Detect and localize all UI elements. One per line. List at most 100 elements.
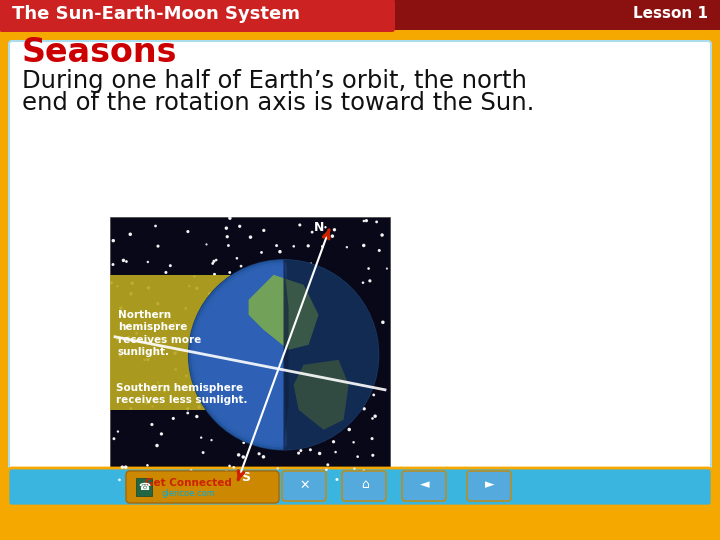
Point	[117, 463, 128, 471]
Point	[237, 307, 248, 316]
Point	[305, 446, 316, 454]
Point	[363, 264, 374, 273]
Wedge shape	[200, 272, 287, 438]
Point	[264, 311, 276, 320]
Point	[250, 309, 261, 318]
FancyBboxPatch shape	[0, 0, 395, 32]
Wedge shape	[198, 269, 287, 440]
Text: Northern
hemisphere
receives more
sunlight.: Northern hemisphere receives more sunlig…	[118, 310, 202, 357]
Point	[368, 390, 379, 399]
Point	[224, 462, 235, 470]
Point	[258, 453, 269, 461]
Wedge shape	[196, 267, 287, 443]
Point	[135, 345, 146, 354]
Point	[233, 450, 244, 459]
Point	[125, 289, 137, 298]
Point	[185, 466, 197, 475]
Point	[244, 438, 256, 447]
Text: glencoe.com: glencoe.com	[161, 489, 215, 497]
Wedge shape	[191, 262, 287, 448]
Point	[192, 342, 204, 350]
Point	[114, 476, 125, 484]
Point	[231, 254, 243, 262]
Point	[251, 319, 263, 328]
Point	[153, 378, 164, 387]
Point	[327, 232, 338, 240]
Point	[254, 307, 266, 316]
Point	[180, 304, 192, 313]
Point	[107, 237, 119, 245]
Text: Southern hemisphere
receives less sunlight.: Southern hemisphere receives less sunlig…	[116, 383, 248, 405]
Point	[115, 304, 127, 313]
Point	[366, 414, 378, 423]
Point	[112, 335, 123, 343]
Point	[222, 241, 234, 250]
Point	[358, 467, 369, 475]
Point	[168, 414, 179, 423]
Point	[222, 232, 233, 241]
Point	[117, 256, 129, 265]
Point	[341, 243, 353, 252]
FancyBboxPatch shape	[9, 41, 711, 505]
Point	[141, 398, 153, 407]
Point	[238, 438, 249, 447]
Point	[299, 342, 310, 350]
Text: ►: ►	[485, 478, 495, 491]
Point	[293, 449, 305, 457]
Point	[106, 279, 117, 287]
Point	[205, 359, 217, 367]
Point	[182, 409, 194, 417]
Text: Lesson 1: Lesson 1	[633, 6, 708, 22]
Point	[328, 225, 340, 234]
Point	[343, 425, 355, 434]
Point	[299, 388, 310, 397]
Point	[245, 233, 256, 241]
Text: ☎: ☎	[138, 482, 150, 492]
Point	[143, 355, 154, 364]
Point	[358, 241, 369, 250]
Point	[208, 289, 220, 298]
Point	[234, 372, 246, 381]
Text: N: N	[314, 221, 325, 234]
Point	[288, 242, 300, 251]
Point	[203, 366, 215, 375]
Point	[211, 365, 222, 374]
Point	[227, 281, 238, 289]
Point	[230, 289, 242, 298]
Point	[310, 353, 322, 361]
Point	[120, 463, 132, 471]
Point	[251, 382, 262, 391]
FancyBboxPatch shape	[282, 471, 326, 501]
Text: Seasons: Seasons	[22, 36, 178, 69]
Point	[377, 231, 388, 239]
Point	[322, 461, 333, 469]
Point	[271, 241, 282, 250]
Point	[369, 412, 381, 421]
Point	[253, 449, 265, 458]
Text: end of the rotation axis is toward the Sun.: end of the rotation axis is toward the S…	[22, 91, 534, 115]
Point	[209, 270, 220, 279]
Point	[327, 421, 338, 429]
Point	[107, 260, 119, 269]
Point	[158, 387, 170, 395]
FancyBboxPatch shape	[126, 471, 279, 503]
Text: During one half of Earth’s orbit, the north: During one half of Earth’s orbit, the no…	[22, 69, 527, 93]
Point	[331, 475, 343, 484]
Point	[323, 273, 334, 281]
Point	[233, 285, 245, 293]
Polygon shape	[248, 275, 319, 350]
Point	[151, 349, 163, 357]
Point	[319, 401, 330, 409]
Point	[184, 282, 195, 291]
Point	[194, 403, 205, 411]
Point	[139, 356, 150, 364]
Point	[330, 387, 341, 395]
Point	[150, 222, 161, 231]
Point	[291, 296, 302, 305]
Bar	[0, 0, 720, 30]
Point	[251, 390, 262, 399]
Point	[162, 311, 174, 320]
Point	[191, 412, 202, 421]
Point	[114, 352, 126, 360]
Point	[123, 333, 135, 342]
